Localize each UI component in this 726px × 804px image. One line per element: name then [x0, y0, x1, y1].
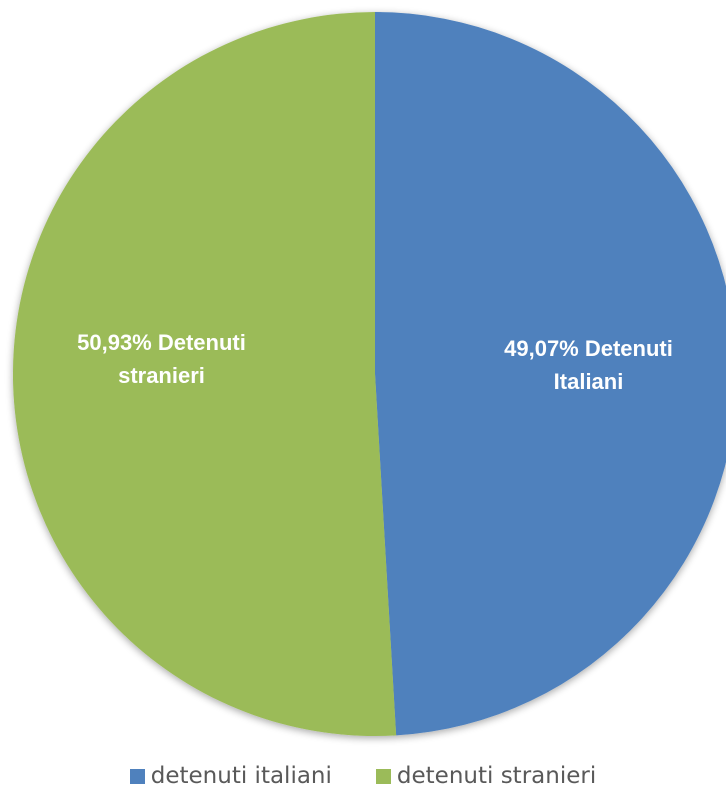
data-label-italiani: 49,07% Detenuti Italiani [504, 336, 673, 394]
data-label-stranieri: 50,93% Detenuti stranieri [77, 330, 246, 388]
pie-slice-italiani[interactable] [375, 12, 726, 736]
legend-item-italiani[interactable]: detenuti italiani [129, 762, 332, 789]
legend-item-stranieri[interactable]: detenuti stranieri [375, 762, 597, 789]
data-label-line: Italiani [554, 369, 624, 394]
slice-labels: 49,07% Detenuti Italiani 50,93% Detenuti st… [77, 330, 673, 394]
data-label-line: 49,07% Detenuti [504, 336, 673, 361]
legend-label-italiani: detenuti italiani [150, 762, 332, 789]
pie-slice-stranieri[interactable] [12, 11, 397, 736]
legend-swatch-stranieri [375, 768, 391, 784]
data-label-line: stranieri [118, 363, 205, 388]
pie-slices [12, 11, 726, 736]
legend-swatch-italiani [129, 768, 145, 784]
data-label-line: 50,93% Detenuti [77, 330, 246, 355]
legend-label-stranieri: detenuti stranieri [396, 762, 597, 789]
legend: detenuti italiani detenuti stranieri [0, 756, 726, 796]
